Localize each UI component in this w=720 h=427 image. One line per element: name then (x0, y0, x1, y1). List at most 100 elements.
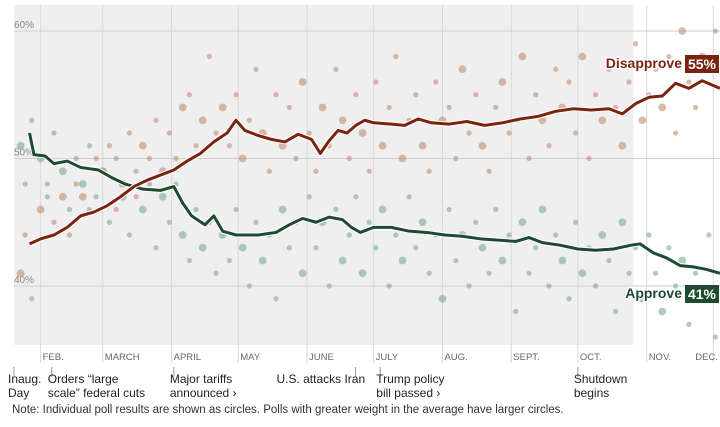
approve-poll-dot (113, 155, 119, 162)
approve-poll-dot (438, 294, 447, 303)
disapprove-poll-dot (626, 79, 632, 85)
disapprove-poll-dot (553, 66, 559, 72)
disapprove-poll-dot (398, 154, 407, 163)
approve-poll-dot (573, 219, 579, 225)
disapprove-poll-dot (146, 155, 153, 162)
disapprove-value-badge (685, 55, 719, 73)
event-line: bill passed › (376, 386, 441, 400)
disapprove-poll-dot (638, 116, 647, 125)
event-label[interactable]: Major tariffs announced › (170, 372, 237, 400)
month-label: JUNE (309, 352, 334, 363)
disapprove-poll-dot (433, 79, 439, 85)
approve-poll-dot (526, 270, 532, 276)
disapprove-poll-dot (133, 194, 139, 200)
disapprove-poll-dot (678, 27, 687, 35)
disapprove-poll-dot (566, 79, 572, 85)
approve-poll-dot (193, 206, 199, 213)
event-line: Trump policy (376, 372, 445, 386)
disapprove-poll-dot (246, 117, 252, 123)
month-label: OCT. (580, 352, 602, 363)
approve-poll-dot (672, 283, 679, 289)
approve-poll-dot (298, 269, 307, 278)
approve-poll-dot (106, 219, 113, 225)
approve-poll-dot (466, 283, 472, 289)
event-label[interactable]: Trump policy bill passed › (376, 372, 444, 400)
approve-poll-dot (686, 321, 692, 327)
disapprove-poll-dot (373, 79, 379, 85)
disapprove-poll-dot (166, 130, 172, 136)
approve-poll-dot (666, 245, 672, 251)
approve-line (28, 132, 720, 275)
event-line: U.S. attacks Iran (276, 372, 366, 386)
disapprove-poll-dot (506, 130, 512, 136)
disapprove-poll-dot (498, 78, 507, 86)
approve-poll-dot (246, 283, 252, 289)
approve-poll-dot (626, 270, 632, 276)
event-line: announced › (169, 386, 237, 400)
disapprove-poll-dot (78, 192, 87, 201)
approve-poll-dot (418, 218, 427, 227)
approve-poll-dot (233, 206, 239, 213)
approve-poll-dot (486, 270, 492, 276)
disapprove-poll-dot (618, 141, 627, 150)
event-line: Shutdown (573, 372, 628, 386)
disapprove-poll-dot (658, 103, 667, 112)
disapprove-poll-dot (586, 155, 592, 162)
approve-poll-dot (593, 283, 599, 289)
disapprove-poll-dot (286, 104, 292, 111)
approve-poll-dot (253, 219, 259, 225)
month-label: FEB. (43, 352, 64, 363)
disapprove-poll-dot (22, 232, 28, 238)
month-label: DEC. (695, 352, 718, 363)
disapprove-end-value: 55% (688, 56, 717, 72)
approve-poll-dot (373, 245, 379, 251)
disapprove-poll-dot (226, 143, 232, 149)
disapprove-poll-dot (652, 66, 659, 72)
disapprove-poll-dot (593, 92, 599, 98)
event-line: Inaug. (8, 372, 42, 386)
approve-poll-dot (66, 206, 73, 213)
disapprove-poll-dot (193, 143, 199, 149)
approve-poll-dot (346, 232, 352, 238)
approve-poll-dot (413, 245, 419, 251)
approve-poll-dot (506, 232, 512, 238)
approve-poll-dot (398, 256, 407, 265)
disapprove-poll-dot (298, 78, 307, 86)
disapprove-poll-dot (266, 168, 272, 174)
approve-poll-dot (478, 243, 487, 252)
disapprove-poll-dot (138, 141, 147, 150)
disapprove-poll-dot (36, 205, 45, 214)
disapprove-poll-dot (206, 53, 212, 60)
event-line: scale” federal cuts (47, 386, 146, 400)
disapprove-poll-dot (393, 53, 399, 60)
disapprove-poll-dot (578, 52, 587, 61)
disapprove-poll-dot (478, 141, 487, 150)
approve-poll-dot (378, 205, 387, 214)
approve-poll-dot (93, 194, 99, 200)
approve-poll-dot (51, 130, 57, 136)
disapprove-poll-dot (672, 130, 679, 136)
disapprove-poll-dot (273, 92, 279, 98)
approve-poll-dot (58, 167, 67, 176)
approve-poll-dot (313, 245, 319, 251)
approve-poll-dot (238, 243, 247, 252)
disapprove-poll-dot (306, 130, 312, 136)
approve-poll-dot (213, 270, 219, 276)
approve-end-value: 41% (688, 286, 717, 302)
disapprove-poll-dot (466, 130, 472, 136)
approve-poll-dot (578, 269, 587, 278)
approve-poll-dot (273, 296, 279, 302)
approve-value-badge (685, 285, 719, 303)
approve-poll-dot (16, 141, 25, 150)
approve-poll-dot (258, 256, 267, 265)
month-label: APRIL (174, 352, 201, 363)
disapprove-poll-dot (93, 155, 99, 162)
month-label: AUG. (444, 352, 467, 363)
disapprove-poll-dot (386, 104, 392, 111)
month-label: NOV. (649, 352, 671, 363)
disapprove-poll-dot (293, 155, 299, 162)
event-label: Inaug. Day (8, 372, 41, 400)
approve-poll-dot (518, 218, 527, 227)
disapprove-poll-dot (51, 219, 57, 225)
disapprove-poll-dot (233, 92, 239, 98)
